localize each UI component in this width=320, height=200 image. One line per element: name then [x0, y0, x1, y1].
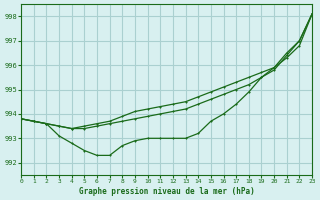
X-axis label: Graphe pression niveau de la mer (hPa): Graphe pression niveau de la mer (hPa) [79, 187, 254, 196]
